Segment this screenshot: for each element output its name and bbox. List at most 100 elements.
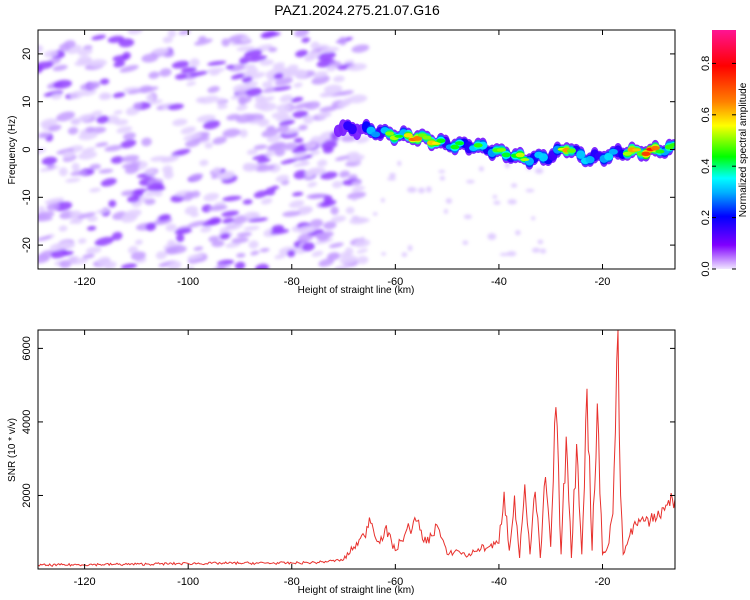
faint-blob xyxy=(507,199,517,205)
noise-blob xyxy=(224,222,243,231)
noise-blob xyxy=(334,155,350,161)
noise-blob xyxy=(178,30,191,35)
ridge-cell xyxy=(450,144,460,150)
noise-blob xyxy=(320,199,337,208)
noise-blob xyxy=(167,239,176,247)
noise-blob xyxy=(244,211,258,220)
x-tick-label: -120 xyxy=(74,276,96,288)
noise-blob xyxy=(207,67,225,73)
noise-blob xyxy=(141,137,152,147)
noise-blob xyxy=(311,250,324,257)
ridge-cell xyxy=(436,138,446,143)
noise-blob xyxy=(127,89,142,95)
faint-blob xyxy=(487,233,497,241)
ridge-cell xyxy=(385,131,395,136)
noise-blob xyxy=(38,235,52,242)
noise-blob xyxy=(121,154,140,162)
noise-blob xyxy=(347,63,367,71)
faint-blob xyxy=(407,186,417,193)
noise-blob xyxy=(333,75,345,83)
noise-blob xyxy=(203,192,220,202)
y-tick-label: 10 xyxy=(21,96,33,108)
spectrogram-signal-ridge xyxy=(333,118,675,170)
noise-blob xyxy=(316,159,328,167)
noise-blob xyxy=(54,201,73,212)
ridge-cell xyxy=(413,136,423,141)
noise-blob xyxy=(235,113,256,124)
noise-blob xyxy=(163,170,174,180)
faint-blob xyxy=(534,168,544,174)
noise-blob xyxy=(323,112,332,117)
ridge-cell xyxy=(520,158,530,162)
noise-blob xyxy=(334,264,349,269)
noise-blob xyxy=(98,168,114,174)
ridge-cell xyxy=(515,152,525,158)
noise-blob xyxy=(270,185,280,190)
y-tick-label: 0 xyxy=(21,146,33,152)
noise-blob xyxy=(69,219,79,224)
ridge-cell xyxy=(422,135,432,140)
noise-blob xyxy=(241,76,253,84)
spectrogram-y-ticks: -20 -10 0 10 20 xyxy=(21,48,675,253)
noise-blob xyxy=(174,228,192,235)
noise-blob xyxy=(172,118,188,126)
noise-blob xyxy=(292,152,308,159)
spectrogram-noise-blobs xyxy=(38,30,547,269)
ridge-cell xyxy=(394,134,404,138)
noise-blob xyxy=(56,148,75,155)
noise-blob xyxy=(216,172,235,180)
noise-blob xyxy=(85,126,95,133)
noise-blob xyxy=(62,150,75,159)
noise-blob xyxy=(294,30,310,38)
noise-blob xyxy=(310,150,321,156)
noise-blob xyxy=(41,156,58,165)
noise-blob xyxy=(193,246,204,251)
noise-blob xyxy=(86,225,97,231)
noise-blob xyxy=(127,246,139,254)
noise-blob xyxy=(356,218,371,223)
noise-blob xyxy=(259,248,270,253)
noise-blob xyxy=(144,190,159,197)
x-tick-label: -40 xyxy=(491,576,507,588)
ridge-cell xyxy=(632,148,642,152)
noise-blob xyxy=(112,92,126,98)
noise-blob xyxy=(231,73,245,80)
noise-blob xyxy=(286,249,296,258)
noise-blob xyxy=(347,94,368,104)
noise-blob xyxy=(298,124,308,131)
noise-blob xyxy=(259,59,274,66)
noise-blob xyxy=(313,71,328,78)
noise-blob xyxy=(145,222,157,232)
noise-blob xyxy=(159,68,172,77)
ridge-cell xyxy=(576,150,586,159)
noise-blob xyxy=(253,144,268,150)
snr-x-ticks: -120 -100 -80 -60 -40 -20 xyxy=(74,330,610,588)
faint-blob xyxy=(381,252,386,256)
noise-blob xyxy=(242,163,259,172)
noise-blob xyxy=(332,180,343,189)
noise-blob xyxy=(79,115,92,122)
noise-blob xyxy=(58,167,68,177)
noise-blob xyxy=(212,136,227,145)
faint-blob xyxy=(463,214,472,220)
noise-blob xyxy=(52,64,68,72)
noise-blob xyxy=(301,242,315,252)
noise-blob xyxy=(50,249,68,259)
noise-blob xyxy=(256,158,271,164)
noise-blob xyxy=(197,36,207,42)
noise-blob xyxy=(70,257,88,265)
noise-blob xyxy=(279,94,293,103)
noise-blob xyxy=(199,95,219,104)
faint-blob xyxy=(493,200,501,205)
ridge-cell xyxy=(501,152,511,158)
ridge-cell xyxy=(622,151,632,156)
noise-blob xyxy=(297,233,314,242)
colorbar-gradient xyxy=(712,30,736,269)
noise-blob xyxy=(338,36,347,46)
noise-blob xyxy=(95,142,109,147)
noise-blob xyxy=(121,162,141,169)
noise-blob xyxy=(148,71,160,79)
noise-blob xyxy=(245,81,258,88)
noise-blob xyxy=(323,84,343,94)
noise-blob xyxy=(239,56,250,65)
